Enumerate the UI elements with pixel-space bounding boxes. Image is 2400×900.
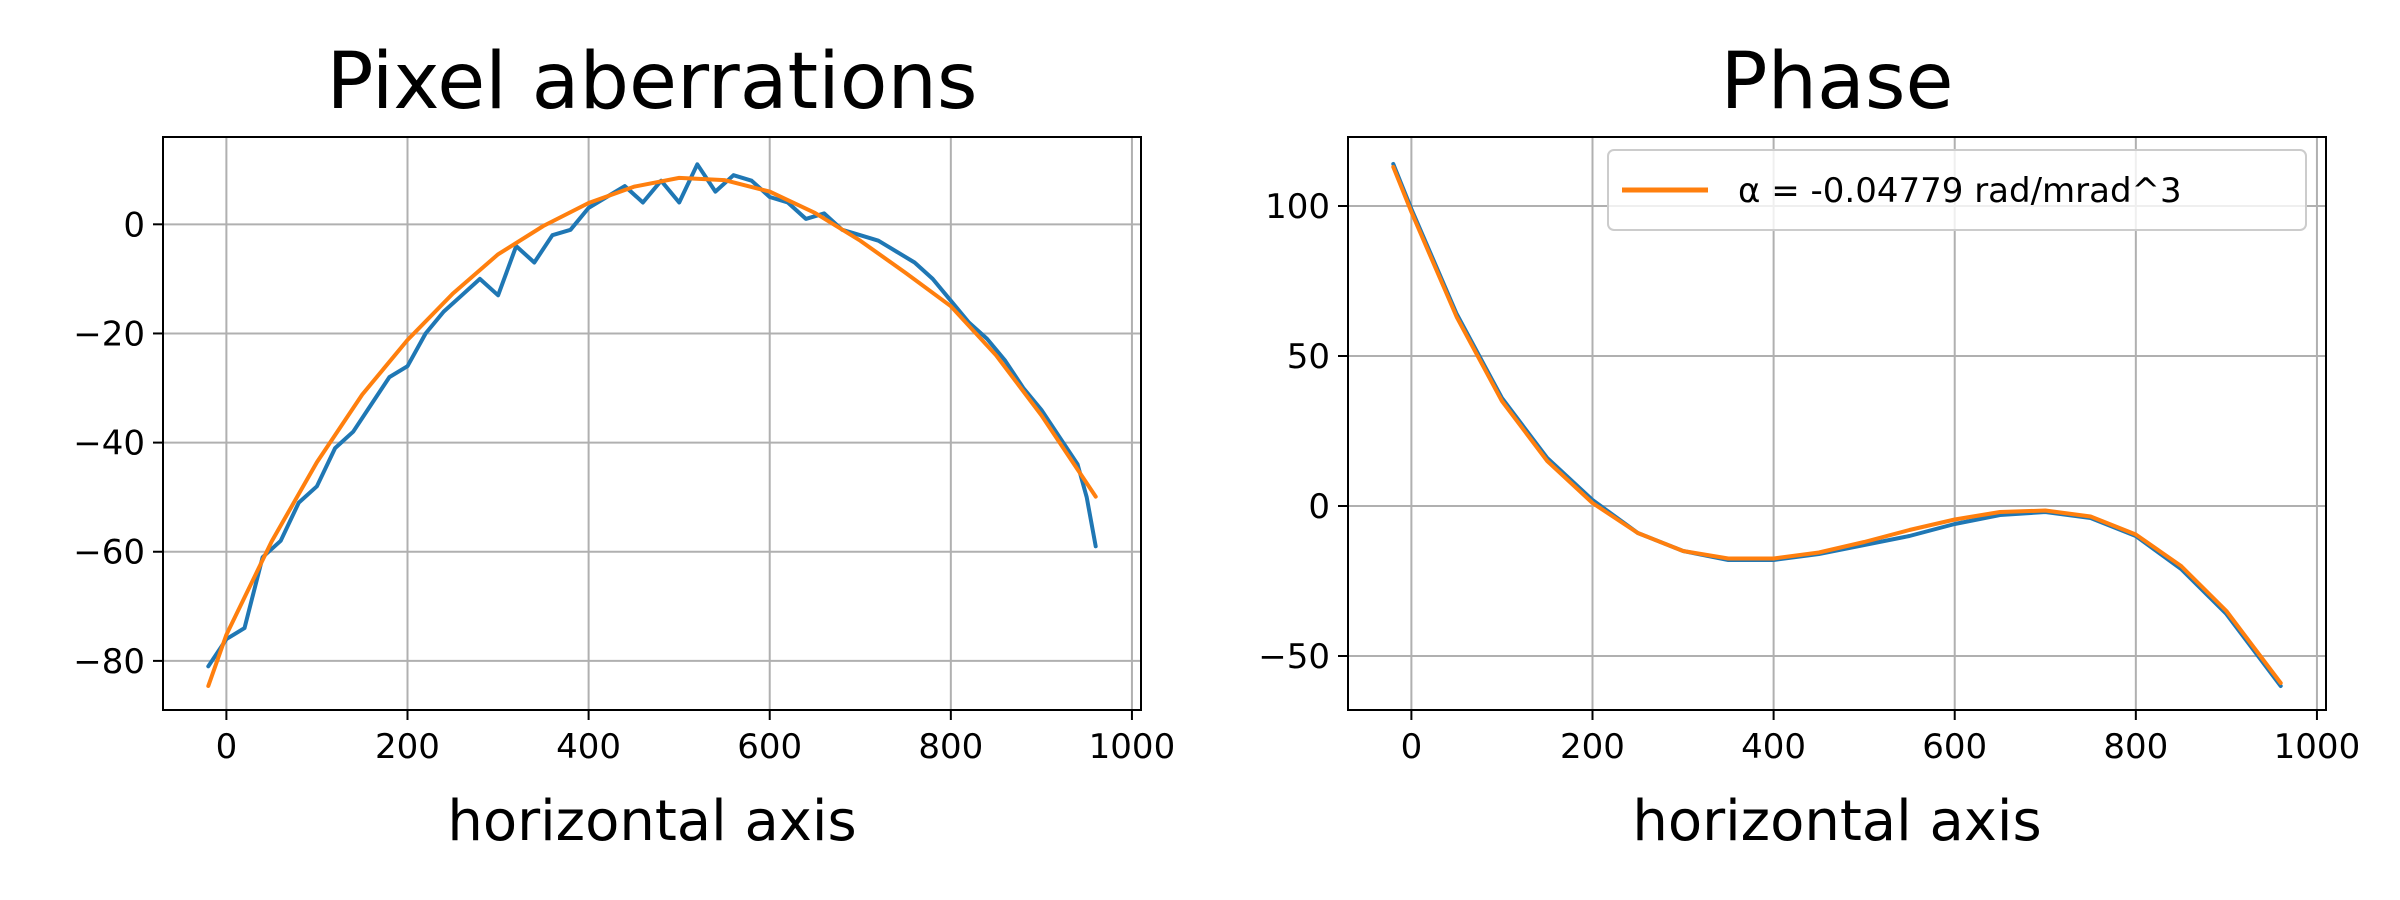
legend-label: α = -0.04779 rad/mrad^3 xyxy=(1738,171,2182,211)
x-tick-label: 0 xyxy=(216,727,238,767)
x-tick-label: 200 xyxy=(375,727,440,767)
y-tick-label: 50 xyxy=(1287,337,1330,377)
legend: α = -0.04779 rad/mrad^3 xyxy=(1607,149,2307,231)
legend-box xyxy=(1607,149,2307,231)
y-tick-label: 0 xyxy=(123,205,145,245)
plot-frame xyxy=(1347,136,2327,711)
x-tick-label: 400 xyxy=(556,727,621,767)
y-tick-label: −50 xyxy=(1258,637,1330,677)
x-tick-label: 1000 xyxy=(1089,727,1176,767)
grid xyxy=(1348,137,2326,710)
x-tick-label: 800 xyxy=(918,727,983,767)
series-line-0 xyxy=(206,162,1098,669)
plot-frame xyxy=(162,136,1142,711)
y-tick-label: 100 xyxy=(1265,187,1330,227)
x-axis-label: horizontal axis xyxy=(447,789,856,854)
x-axis-label: horizontal axis xyxy=(1632,789,2041,854)
chart-title: Pixel aberrations xyxy=(326,37,977,127)
x-tick-label: 200 xyxy=(1560,727,1625,767)
x-tick-label: 600 xyxy=(1922,727,1987,767)
pixel-aberrations-chart: Pixel aberrations horizontal axis 0 200 40… xyxy=(73,37,1175,854)
y-tick-label: −40 xyxy=(73,424,145,464)
chart-title: Phase xyxy=(1721,37,1954,127)
y-tick-label: −80 xyxy=(73,642,145,682)
series-line-1 xyxy=(206,175,1098,688)
x-tick-label: 0 xyxy=(1401,727,1423,767)
series-line-1 xyxy=(1391,165,2283,685)
x-tick-label: 1000 xyxy=(2274,727,2361,767)
x-tick-label: 400 xyxy=(1741,727,1806,767)
series-line-0 xyxy=(1391,162,2283,688)
phase-chart: Phase horizontal axis 0 200 400 600 800 1000−… xyxy=(1258,37,2360,854)
y-tick-label: −20 xyxy=(73,314,145,354)
y-tick-label: 0 xyxy=(1308,487,1330,527)
x-tick-label: 800 xyxy=(2103,727,2168,767)
grid xyxy=(163,137,1141,710)
y-tick-label: −60 xyxy=(73,533,145,573)
x-tick-label: 600 xyxy=(737,727,802,767)
